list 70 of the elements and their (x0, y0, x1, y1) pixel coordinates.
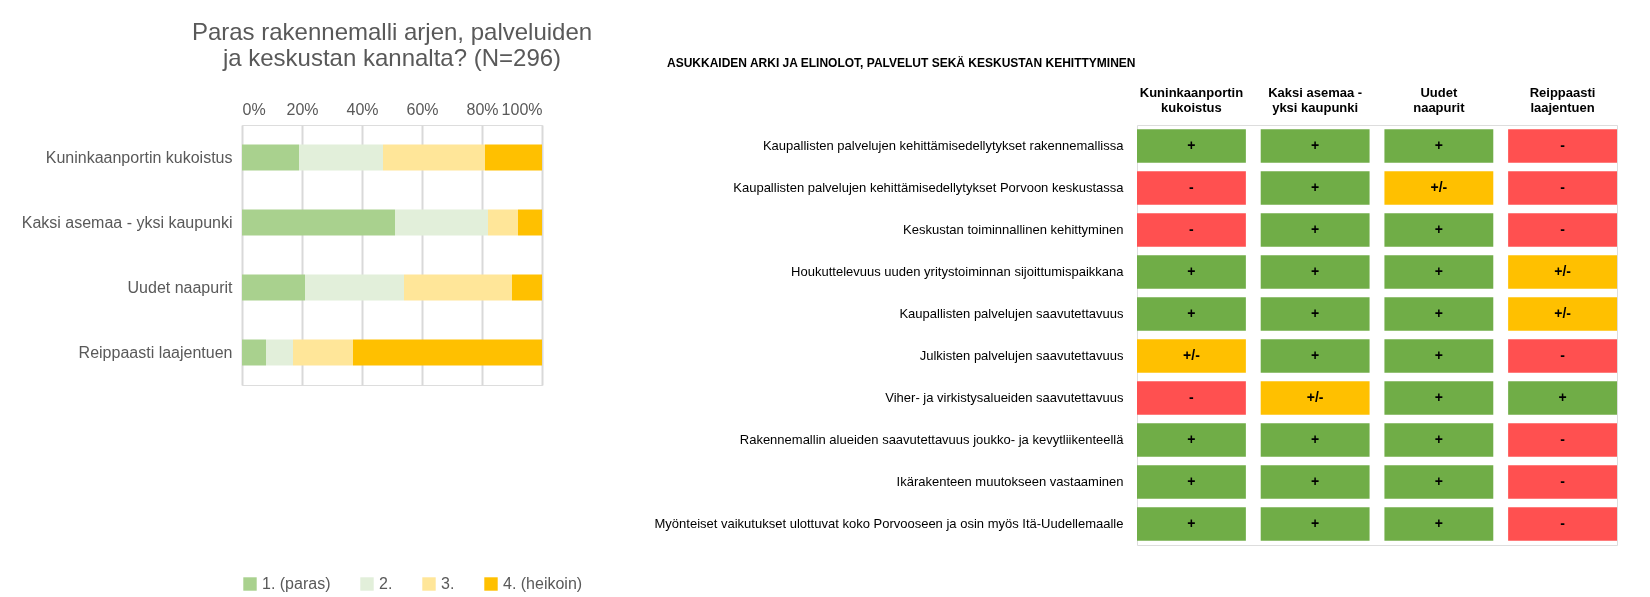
text: + (1311, 347, 1320, 363)
category-label: Kaupallisten palvelujen kehittämisedellytykset rakennemallissa (762, 138, 1124, 153)
y-tick-label: Reippaasti laajentuen (78, 343, 233, 361)
text: - (1560, 431, 1565, 447)
text: + (1187, 137, 1196, 153)
legend-label: 4. (heikoin) (503, 575, 583, 592)
text: - (1560, 515, 1565, 531)
legend-label: 2. (379, 575, 393, 592)
category-label: Keskustan toiminnallinen kehittyminen (903, 222, 1124, 237)
y-tick-label: Kuninkaanportin kukoistus (45, 148, 233, 166)
text: - (1560, 137, 1565, 153)
text: + (1311, 263, 1320, 279)
text: + (1311, 221, 1320, 237)
text: + (1434, 389, 1443, 405)
text: + (1434, 473, 1443, 489)
text: - (1189, 389, 1194, 405)
legend-label: 3. (441, 575, 455, 592)
category-label: Kaupallisten palvelujen saavutettavuus (899, 306, 1124, 321)
text: + (1558, 389, 1567, 405)
text: + (1311, 473, 1320, 489)
y-tick-label: Kaksi asemaa - yksi kaupunki (21, 213, 233, 231)
text: - (1560, 347, 1565, 363)
text: + (1434, 263, 1443, 279)
category-label: Myönteiset vaikutukset ulottuvat koko Porvooseen ja osin myös Itä-Uudellemaalle (654, 516, 1124, 531)
text: +/- (1306, 389, 1324, 405)
text: + (1434, 347, 1443, 363)
text: ASUKKAIDEN ARKI JA ELINOLOT, PALVELUT SEKÄ KESKUSTAN KEHITTYMINEN (667, 55, 1136, 70)
text: +/- (1430, 179, 1448, 195)
text: +/- (1183, 347, 1200, 363)
text: - (1560, 221, 1565, 237)
text: - (1189, 179, 1194, 195)
text: + (1311, 515, 1320, 531)
category-label: Ikärakenteen muutokseen vastaaminen (896, 474, 1124, 489)
text: + (1311, 179, 1320, 195)
category-label: Reippaasti laajentuen (1529, 84, 1596, 115)
x-tick-label: 80% (466, 100, 499, 118)
x-tick-label: 40% (346, 100, 379, 118)
category-label: Rakennemallin alueiden saavutettavuus joukko- ja kevytliikenteellä (739, 432, 1124, 447)
text: + (1434, 137, 1443, 153)
text: + (1434, 431, 1443, 447)
text: + (1311, 431, 1320, 447)
text: + (1434, 305, 1443, 321)
category-label: Kuninkaanportin kukoistus (1139, 84, 1244, 115)
text: - (1189, 221, 1194, 237)
category-label: Viher- ja virkistysalueiden saavutettavuus (885, 390, 1124, 405)
text: - (1560, 179, 1565, 195)
x-tick-label: 20% (286, 100, 319, 118)
legend-label: 1. (paras) (262, 575, 331, 592)
category-label: Kaupallisten palvelujen kehittämisedellytykset Porvoon keskustassa (733, 180, 1124, 195)
text: + (1434, 515, 1443, 531)
x-tick-label: 60% (406, 100, 439, 118)
category-label: Uudet naapurit (1413, 84, 1466, 115)
text: + (1187, 473, 1196, 489)
text: + (1311, 137, 1320, 153)
text: + (1187, 263, 1196, 279)
text: + (1187, 431, 1196, 447)
text: + (1311, 305, 1320, 321)
category-label: Kaksi asemaa - yksi kaupunki (1268, 84, 1363, 115)
text: +/- (1554, 263, 1571, 279)
x-tick-label: 100% (501, 100, 543, 118)
text: + (1434, 221, 1443, 237)
category-label: Houkuttelevuus uuden yritystoiminnan sijoittumispaikkana (791, 264, 1124, 279)
text: - (1560, 473, 1565, 489)
text: +/- (1554, 305, 1571, 321)
text: + (1187, 305, 1196, 321)
category-label: Julkisten palvelujen saavutettavuus (919, 348, 1124, 363)
x-tick-label: 0% (242, 100, 266, 118)
y-tick-label: Uudet naapurit (127, 278, 234, 296)
text: + (1187, 515, 1196, 531)
chart-title: Paras rakennemalli arjen, palveluiden ja keskustan kannalta? (N=296) (191, 18, 593, 71)
